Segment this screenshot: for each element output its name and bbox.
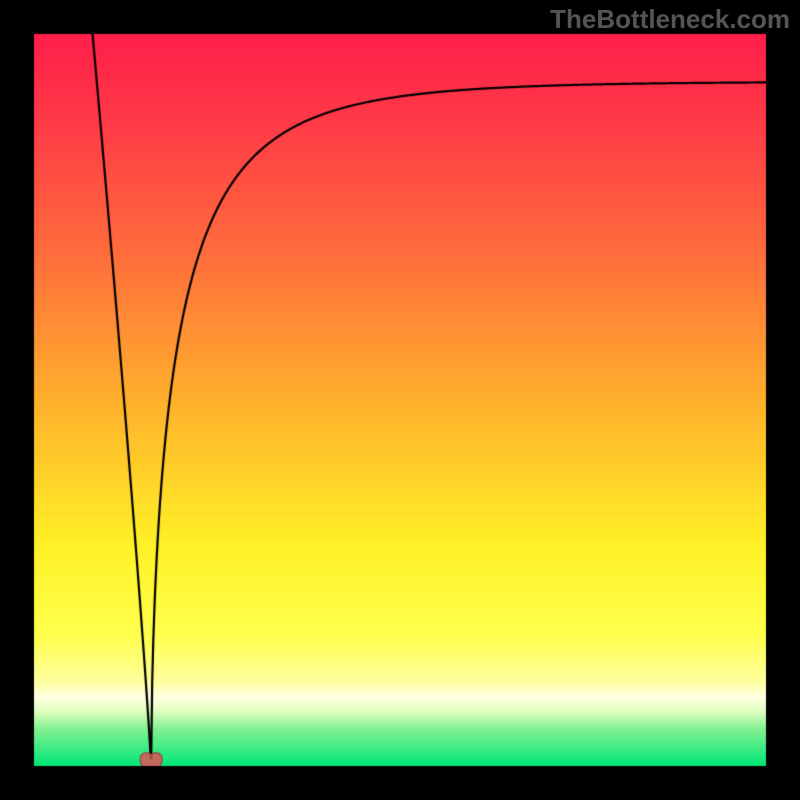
chart-container: TheBottleneck.com [0, 0, 800, 800]
bottleneck-curve-chart [0, 0, 800, 800]
